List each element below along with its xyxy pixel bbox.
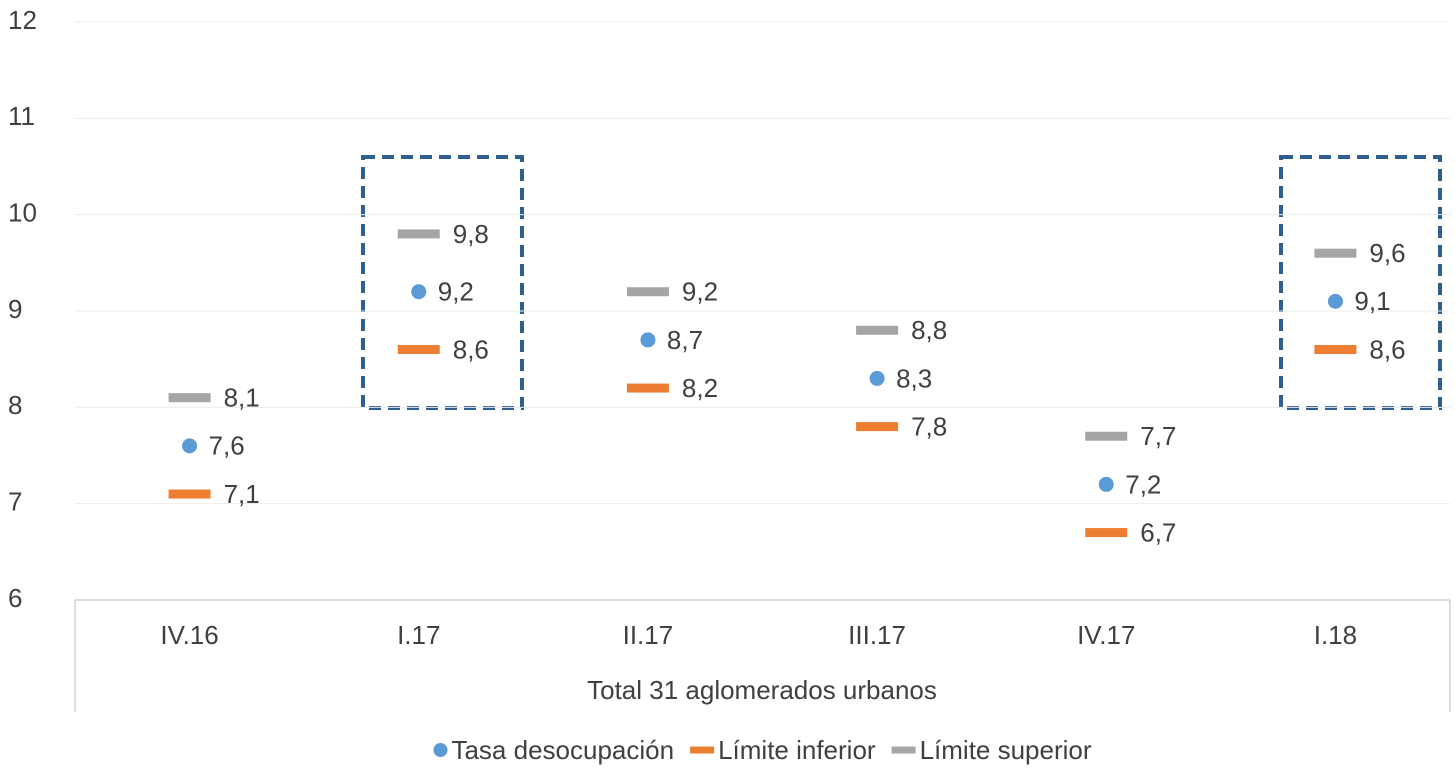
point xyxy=(640,332,656,348)
data-label: 9,2 xyxy=(682,277,718,307)
x-tick-label: III.17 xyxy=(848,620,906,650)
y-tick-label: 11 xyxy=(8,101,35,131)
y-tick-label: 8 xyxy=(8,390,22,420)
y-tick-label: 9 xyxy=(8,294,22,324)
y-tick-label: 10 xyxy=(8,198,37,228)
legend-label: Límite superior xyxy=(920,735,1092,765)
range-mark xyxy=(168,489,211,499)
legend-item: Límite superior xyxy=(891,735,1092,765)
range-mark xyxy=(1314,248,1357,258)
x-axis-label: Total 31 aglomerados urbanos xyxy=(587,675,937,705)
range-mark xyxy=(1314,345,1357,355)
point xyxy=(869,370,885,386)
legend-marker xyxy=(433,743,448,757)
data-label: 8,2 xyxy=(682,373,718,403)
range-mark xyxy=(626,383,669,393)
data-label: 8,7 xyxy=(667,325,703,355)
y-tick-label: 6 xyxy=(8,583,22,613)
data-label: 8,8 xyxy=(911,315,947,345)
data-label: 6,7 xyxy=(1140,517,1176,547)
highlight-box xyxy=(1279,155,1442,410)
range-mark xyxy=(856,325,899,335)
data-label: 8,6 xyxy=(453,334,489,364)
range-mark xyxy=(626,287,669,297)
legend-marker xyxy=(690,746,715,754)
data-label: 9,6 xyxy=(1369,238,1405,268)
legend-marker xyxy=(891,746,916,754)
data-label: 9,2 xyxy=(438,277,474,307)
highlight-box xyxy=(361,155,524,410)
data-label: 9,1 xyxy=(1354,286,1390,316)
data-label: 8,1 xyxy=(224,383,260,413)
point xyxy=(182,438,198,454)
data-label: 7,1 xyxy=(224,479,260,509)
y-tick-label: 7 xyxy=(8,487,22,517)
data-label: 8,6 xyxy=(1369,334,1405,364)
range-mark xyxy=(168,393,211,403)
range-mark xyxy=(856,422,899,432)
point xyxy=(1098,476,1114,492)
range-mark xyxy=(397,345,440,355)
data-label: 7,2 xyxy=(1125,469,1161,499)
x-tick-label: I.17 xyxy=(397,620,440,650)
x-tick-label: IV.16 xyxy=(160,620,218,650)
point xyxy=(411,284,427,300)
point xyxy=(1327,293,1343,309)
range-mark xyxy=(1085,528,1128,538)
legend-label: Tasa desocupación xyxy=(451,735,674,765)
legend-item: Tasa desocupación xyxy=(433,735,674,765)
data-label: 8,3 xyxy=(896,363,932,393)
data-label: 9,8 xyxy=(453,219,489,249)
y-tick-label: 12 xyxy=(8,5,37,35)
data-label: 7,8 xyxy=(911,411,947,441)
legend-label: Límite inferior xyxy=(718,735,876,765)
x-tick-label: II.17 xyxy=(623,620,674,650)
data-label: 7,6 xyxy=(209,431,245,461)
range-mark xyxy=(397,229,440,239)
x-tick-label: IV.17 xyxy=(1077,620,1135,650)
x-tick-label: I.18 xyxy=(1314,620,1357,650)
range-mark xyxy=(1085,431,1128,441)
data-label: 7,7 xyxy=(1140,421,1176,451)
legend-item: Límite inferior xyxy=(690,735,876,765)
